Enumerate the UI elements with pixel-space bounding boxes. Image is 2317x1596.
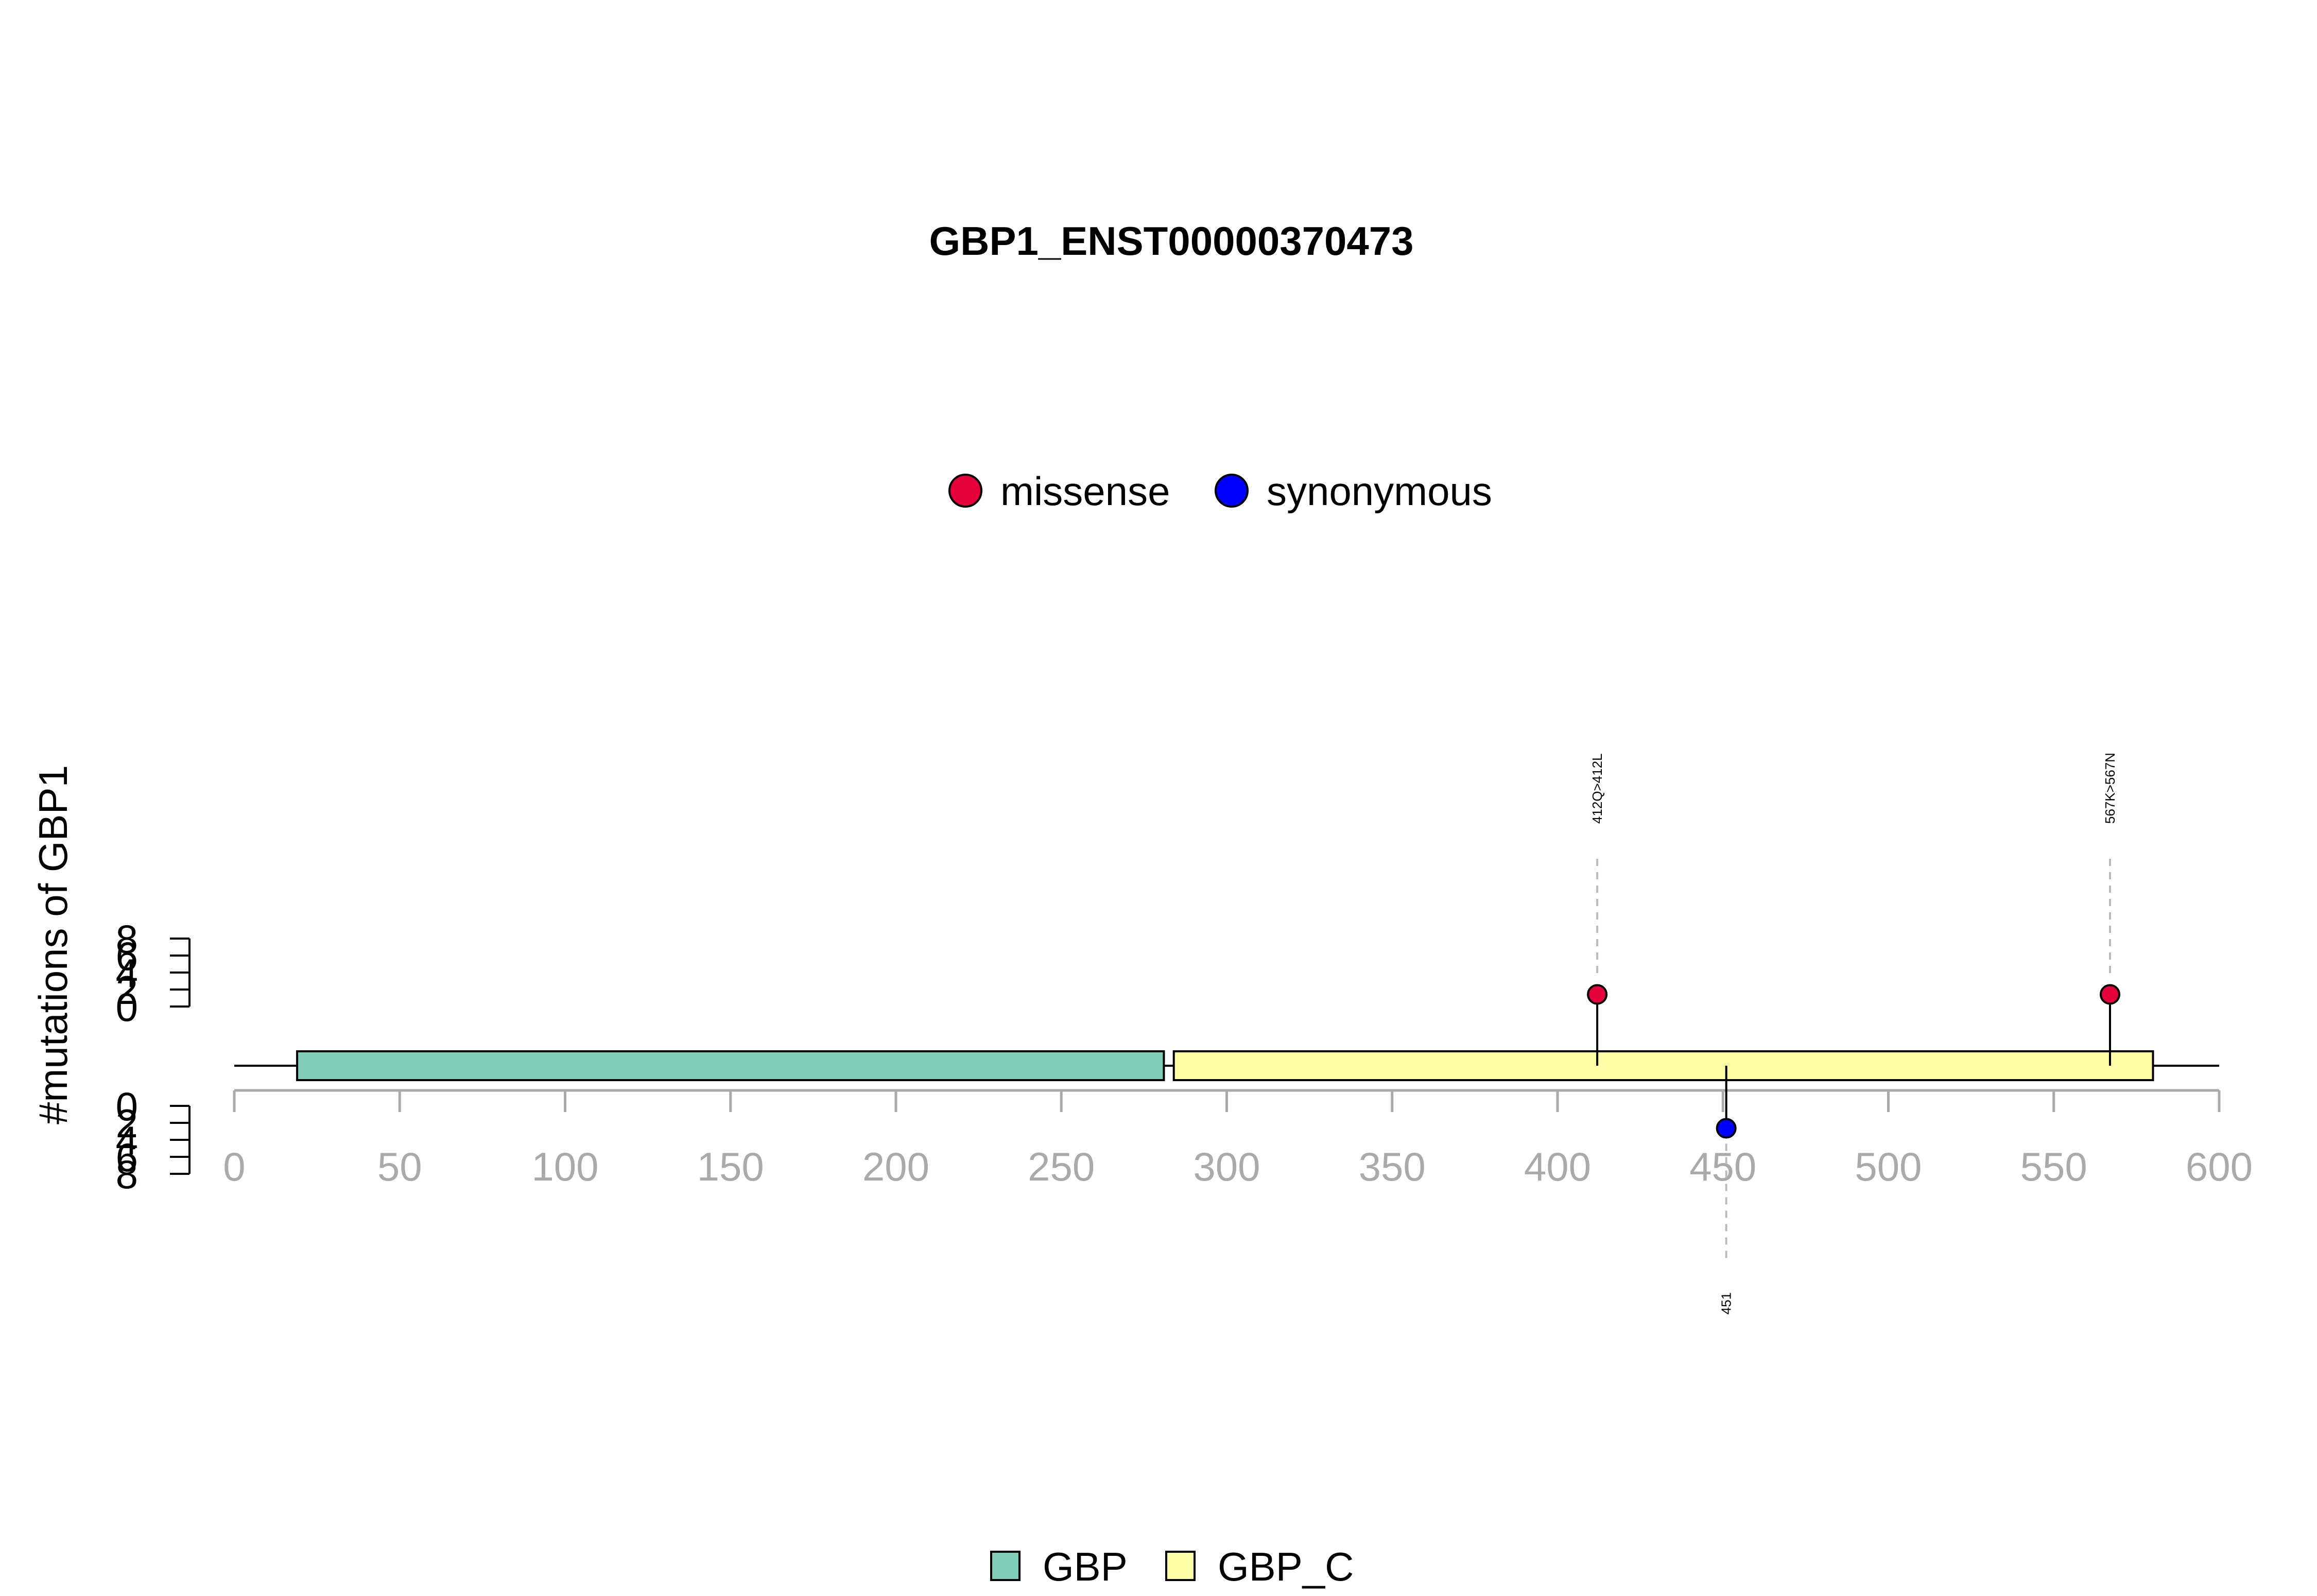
legend-GBP_C-label: GBP_C bbox=[1218, 1544, 1354, 1589]
x-tick-label-300: 300 bbox=[1193, 1144, 1260, 1189]
x-axis: 0 50 100 150 200 250 300 350 400 450 500 550 600 bbox=[223, 1089, 2253, 1189]
mutation-451-label: 451 bbox=[1719, 1292, 1734, 1314]
protein-domains bbox=[296, 1050, 2154, 1081]
x-tick-label-250: 250 bbox=[1028, 1144, 1095, 1189]
chart-title: GBP1_ENST00000370473 bbox=[929, 218, 1414, 264]
mutation-412-point bbox=[1587, 984, 1608, 1005]
x-tick-label-600: 600 bbox=[2186, 1144, 2253, 1189]
x-tick-label-550: 550 bbox=[2020, 1144, 2087, 1189]
x-tick-label-350: 350 bbox=[1359, 1144, 1426, 1189]
x-tick-label-450: 450 bbox=[1689, 1144, 1756, 1189]
mutation-lollipops: 412Q>412L 567K>567N 451 bbox=[1587, 753, 2120, 1314]
x-tick-label-400: 400 bbox=[1524, 1144, 1591, 1189]
y-tick-label-bottom-8: 8 bbox=[116, 1152, 138, 1197]
domain-GBP_C bbox=[1172, 1050, 2154, 1081]
domain-legend: GBP GBP_C bbox=[990, 1544, 1354, 1589]
legend-synonymous-label: synonymous bbox=[1267, 469, 1492, 514]
mutation-412-label: 412Q>412L bbox=[1589, 753, 1605, 824]
y-tick-label-top-8: 8 bbox=[116, 916, 138, 962]
y-tick-label-top-4: 4 bbox=[116, 950, 138, 996]
legend-GBP-label: GBP bbox=[1043, 1544, 1128, 1589]
x-tick-label-150: 150 bbox=[697, 1144, 764, 1189]
mutation-451-point bbox=[1716, 1118, 1737, 1139]
legend-synonymous-marker bbox=[1215, 474, 1249, 508]
y-tick-label-top-2: 2 bbox=[116, 967, 138, 1013]
x-tick-label-500: 500 bbox=[1855, 1144, 1922, 1189]
legend-missense-marker bbox=[948, 474, 982, 508]
domain-GBP bbox=[296, 1050, 1165, 1081]
y-tick-label-bottom-6: 6 bbox=[116, 1135, 138, 1180]
x-tick-label-0: 0 bbox=[223, 1144, 245, 1189]
mutation-legend: missense synonymous bbox=[948, 469, 1492, 514]
x-tick-label-50: 50 bbox=[377, 1144, 422, 1189]
y-tick-label-bottom-4: 4 bbox=[116, 1118, 138, 1163]
legend-missense-label: missense bbox=[1000, 469, 1170, 514]
mutation-567-point bbox=[2099, 984, 2120, 1005]
y-tick-label-bottom-0: 0 bbox=[116, 1084, 138, 1129]
mutation-567-label: 567K>567N bbox=[2102, 753, 2118, 824]
legend-GBP-swatch bbox=[990, 1551, 1021, 1581]
y-tick-label-top-0: 0 bbox=[116, 984, 138, 1030]
x-tick-label-200: 200 bbox=[862, 1144, 929, 1189]
x-tick-label-100: 100 bbox=[531, 1144, 598, 1189]
y-tick-label-bottom-2: 2 bbox=[116, 1101, 138, 1146]
y-axis-label: #mutations of GBP1 bbox=[30, 765, 76, 1124]
legend-GBP_C-swatch bbox=[1165, 1551, 1196, 1581]
y-tick-label-top-6: 6 bbox=[116, 933, 138, 979]
